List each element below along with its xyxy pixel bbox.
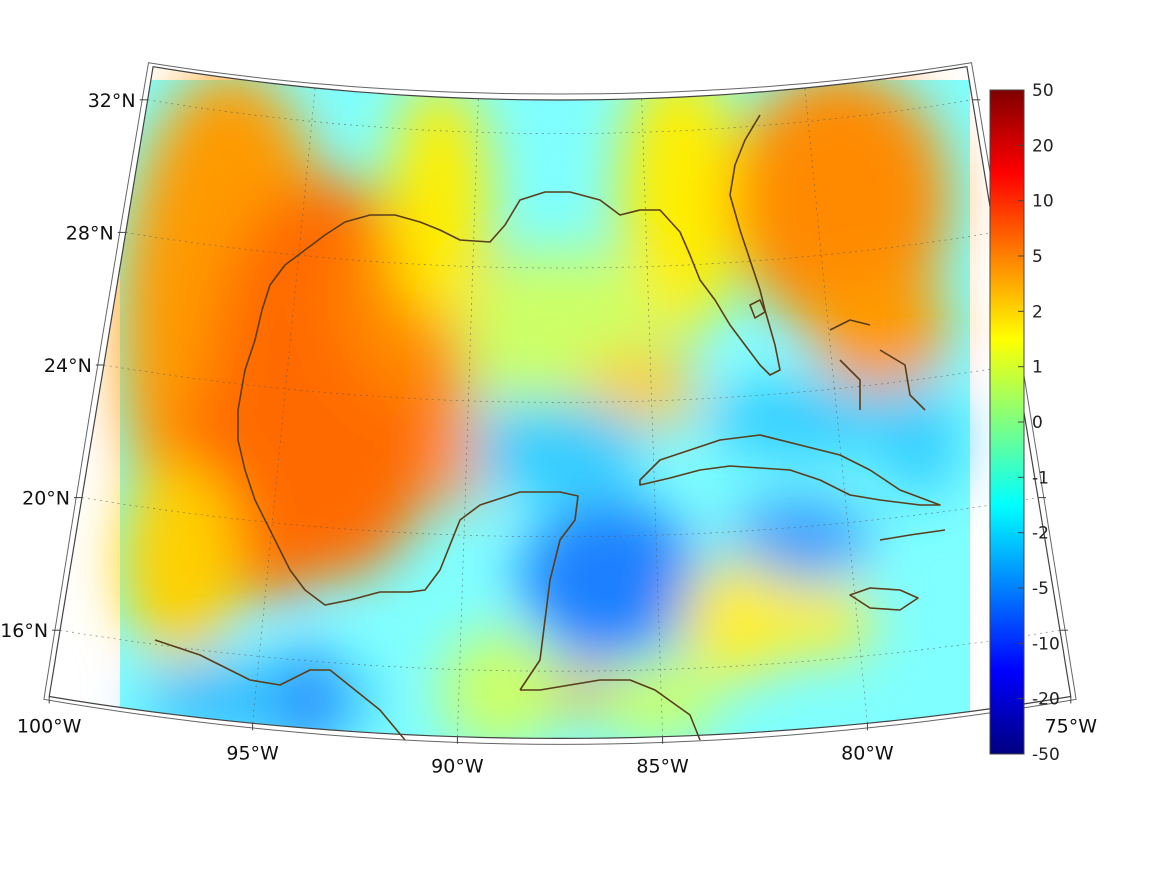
colorbar-tick-label: 2 xyxy=(1032,302,1043,322)
gridline-lon xyxy=(252,87,316,724)
colorbar-tick-label: -20 xyxy=(1032,690,1060,710)
coastline-central-america xyxy=(520,679,701,741)
lon-tick-label: 95°W xyxy=(226,742,279,764)
map-frame-outer xyxy=(43,62,1077,745)
coastline-bahamas xyxy=(829,319,926,411)
colorbar-tick-label: 10 xyxy=(1032,192,1054,212)
colorbar-tick-label: -2 xyxy=(1032,524,1049,544)
lon-tick-label: 100°W xyxy=(17,716,82,738)
coastline-gulf-of-mexico xyxy=(237,114,781,691)
anomaly-field xyxy=(120,66,970,739)
coastline xyxy=(154,114,946,741)
gridline-lat xyxy=(81,497,1039,538)
lon-tick-label: 75°W xyxy=(1045,716,1098,738)
coastline-pacific xyxy=(154,639,406,741)
coastline-lake-okeechobee xyxy=(749,299,766,319)
colorbar-tick-label: -1 xyxy=(1032,468,1049,488)
lon-tick-label: 85°W xyxy=(636,756,689,778)
lat-tick-label: 20°N xyxy=(22,488,70,510)
graticule xyxy=(60,87,1060,737)
lat-tick-label: 32°N xyxy=(88,90,136,112)
gridline-lon xyxy=(804,87,868,724)
axis-ticks: 100°W 95°W 90°W 85°W 80°W 75°W 32°N 28°N 24°N 20°… xyxy=(0,90,1097,778)
gridline-lat xyxy=(147,99,973,134)
gridline-lon xyxy=(457,98,479,737)
colorbar-tick-label: -50 xyxy=(1032,745,1060,765)
colorbar-tick-label: 5 xyxy=(1032,247,1043,267)
lon-tick-label: 90°W xyxy=(431,756,484,778)
colorbar-tick-label: 50 xyxy=(1032,81,1054,101)
lat-tick-label: 16°N xyxy=(0,620,48,642)
gridline-lon xyxy=(641,98,663,737)
colorbar-tick-label: 1 xyxy=(1032,358,1043,378)
coastline-jamaica xyxy=(849,587,919,611)
gridline-lat xyxy=(103,364,1017,403)
colorbar-tick-label: 0 xyxy=(1032,413,1043,433)
colorbar-tick-label: -5 xyxy=(1032,579,1049,599)
coastline-hispaniola xyxy=(879,529,946,541)
coastline-cuba xyxy=(639,434,941,506)
gridline-lat xyxy=(125,232,995,269)
lat-tick-label: 24°N xyxy=(44,355,92,377)
lat-tick-label: 28°N xyxy=(66,222,114,244)
colorbar-tick-label: -10 xyxy=(1032,634,1060,654)
colorbar-tick-label: 20 xyxy=(1032,136,1054,156)
lon-tick-label: 80°W xyxy=(841,742,894,764)
